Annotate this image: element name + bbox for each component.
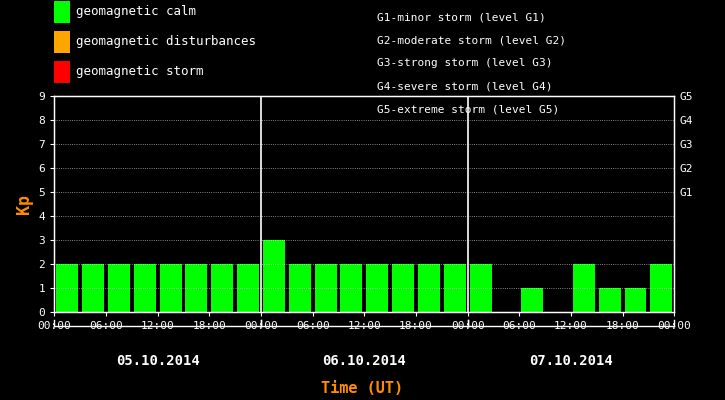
Text: G1-minor storm (level G1): G1-minor storm (level G1)	[377, 12, 546, 22]
Bar	[108, 264, 130, 312]
Bar	[650, 264, 672, 312]
Bar	[366, 264, 388, 312]
Text: geomagnetic disturbances: geomagnetic disturbances	[76, 36, 256, 48]
Bar	[599, 288, 621, 312]
Bar	[186, 264, 207, 312]
Bar	[392, 264, 414, 312]
Bar	[211, 264, 233, 312]
Bar	[444, 264, 465, 312]
Bar	[315, 264, 336, 312]
Text: Time (UT): Time (UT)	[321, 381, 404, 396]
Bar	[521, 288, 543, 312]
Bar	[418, 264, 440, 312]
Text: G3-strong storm (level G3): G3-strong storm (level G3)	[377, 58, 552, 68]
Bar	[134, 264, 156, 312]
Y-axis label: Kp: Kp	[15, 194, 33, 214]
Bar	[341, 264, 362, 312]
Bar	[82, 264, 104, 312]
Bar	[573, 264, 594, 312]
Text: 06.10.2014: 06.10.2014	[323, 354, 406, 368]
Bar	[57, 264, 78, 312]
Text: G4-severe storm (level G4): G4-severe storm (level G4)	[377, 82, 552, 92]
Text: geomagnetic storm: geomagnetic storm	[76, 66, 204, 78]
Bar	[624, 288, 647, 312]
Text: geomagnetic calm: geomagnetic calm	[76, 6, 196, 18]
Text: G2-moderate storm (level G2): G2-moderate storm (level G2)	[377, 35, 566, 45]
Bar	[160, 264, 181, 312]
Text: G5-extreme storm (level G5): G5-extreme storm (level G5)	[377, 105, 559, 115]
Bar	[263, 240, 285, 312]
Bar	[470, 264, 492, 312]
Bar	[237, 264, 259, 312]
Text: 07.10.2014: 07.10.2014	[529, 354, 613, 368]
Text: 05.10.2014: 05.10.2014	[116, 354, 199, 368]
Bar	[289, 264, 311, 312]
